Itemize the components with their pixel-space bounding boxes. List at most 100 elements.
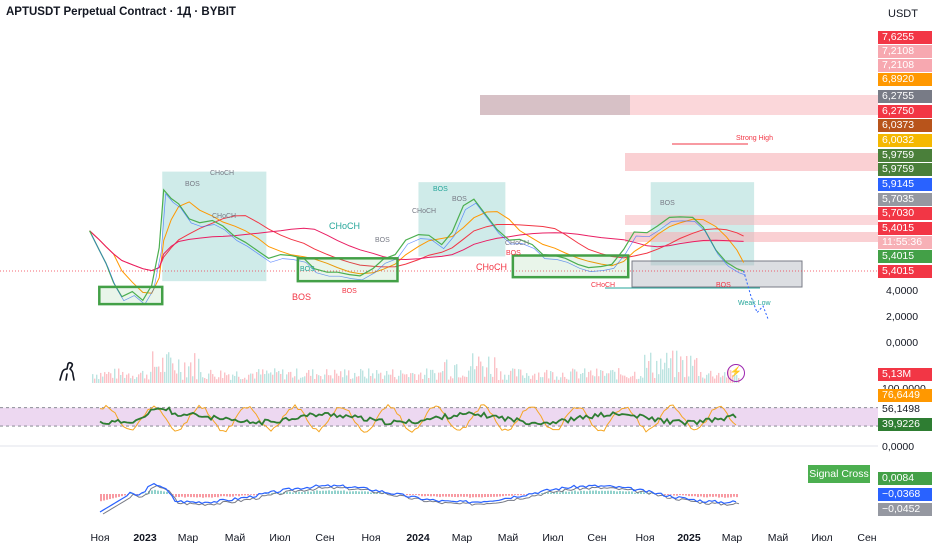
volume-bar (212, 374, 214, 383)
volume-bar (260, 374, 262, 383)
price-tag[interactable]: 5,9145 (878, 178, 932, 191)
histogram-bar (664, 494, 666, 495)
volume-bar (350, 378, 352, 383)
price-tag[interactable]: 5,7035 (878, 193, 932, 206)
histogram-bar (565, 491, 567, 494)
price-tag[interactable]: 6,0373 (878, 119, 932, 132)
volume-bar (540, 377, 542, 383)
histogram-bar (331, 491, 333, 494)
histogram-bar (475, 494, 477, 498)
histogram-bar (349, 491, 351, 494)
volume-bar (554, 379, 556, 383)
macd-tag[interactable]: −0,0452 (878, 503, 932, 516)
volume-tag[interactable]: 5,13M (878, 368, 932, 381)
price-tag[interactable]: 6,2750 (878, 105, 932, 118)
supply-zone (625, 153, 878, 171)
chart-background (0, 0, 878, 550)
oscillator-tag[interactable]: 39,9226 (878, 418, 932, 431)
histogram-bar (685, 494, 687, 496)
volume-bar (314, 378, 316, 383)
price-tag[interactable]: 11:55:36 (878, 236, 932, 249)
volume-bar (128, 373, 130, 383)
histogram-bar (409, 494, 411, 496)
volume-bar (584, 368, 586, 383)
volume-bar (226, 375, 228, 383)
price-tag[interactable]: 5,4015 (878, 265, 932, 278)
histogram-bar (295, 491, 297, 494)
histogram-bar (511, 494, 513, 496)
price-tag[interactable]: 6,8920 (878, 73, 932, 86)
volume-bar (202, 377, 204, 383)
premium-zones (0, 0, 878, 550)
volume-bar (222, 378, 224, 383)
volume-bar (596, 368, 598, 383)
volume-bar (262, 369, 264, 383)
macd-tag[interactable]: 0,0084 (878, 472, 932, 485)
histogram-bar (550, 492, 552, 494)
volume-bar (334, 369, 336, 383)
histogram-bar (730, 494, 732, 498)
alert-icon[interactable]: ⚡ (727, 364, 745, 382)
volume-bar (410, 373, 412, 383)
volume-bar (648, 361, 650, 383)
volume-bar (592, 375, 594, 383)
volume-bar (632, 375, 634, 383)
histogram-bar (595, 490, 597, 494)
histogram-bar (205, 494, 207, 498)
volume-bar (538, 372, 540, 383)
volume-bar (228, 374, 230, 383)
order-block (296, 257, 399, 283)
time-axis-label: Май (224, 532, 246, 544)
price-tag[interactable]: 6,2755 (878, 90, 932, 103)
histogram-bar (580, 490, 582, 494)
volume-bar (558, 379, 560, 383)
price-tag[interactable]: 7,6255 (878, 31, 932, 44)
price-tag[interactable]: 7,2108 (878, 45, 932, 58)
price-tag[interactable]: 5,9759 (878, 149, 932, 162)
volume-bar (378, 373, 380, 383)
volume-bar (564, 376, 566, 383)
oscillator-tag[interactable]: 0,0000 (878, 441, 932, 454)
price-tag[interactable]: 6,0032 (878, 134, 932, 147)
volume-bar (634, 371, 636, 383)
histogram-bar (691, 494, 693, 497)
volume-bar (620, 374, 622, 383)
volume-bar (644, 354, 646, 383)
structure-label: CHoCH (505, 240, 530, 247)
volume-bar (236, 371, 238, 383)
order-block (511, 254, 630, 279)
volume-bar (684, 377, 686, 383)
volume-bar (200, 372, 202, 383)
volume-bar (678, 372, 680, 383)
oscillator-tag[interactable]: 56,1498 (878, 403, 932, 416)
histogram-bar (118, 494, 120, 497)
volume-bar (356, 376, 358, 383)
histogram-bar (634, 492, 636, 494)
currency-label[interactable]: USDT (888, 8, 918, 20)
price-tag[interactable]: 5,4015 (878, 222, 932, 235)
volume-bar (526, 373, 528, 383)
price-tag[interactable]: 5,4015 (878, 250, 932, 263)
price-tag[interactable]: 5,9759 (878, 163, 932, 176)
volume-bar (696, 358, 698, 383)
oscillator-tag[interactable]: 76,6449 (878, 389, 932, 402)
price-tag[interactable]: 7,2108 (878, 59, 932, 72)
volume-bar (384, 375, 386, 383)
volume-bar (486, 367, 488, 383)
histogram-bar (652, 493, 654, 494)
volume-bar (570, 371, 572, 383)
macd-tag[interactable]: −0,0368 (878, 488, 932, 501)
histogram-bar (184, 494, 186, 498)
histogram-bar (436, 494, 438, 497)
volume-bar (716, 375, 718, 383)
histogram-bar (202, 494, 204, 498)
histogram-bar (172, 494, 174, 495)
supply-zone (625, 232, 878, 242)
time-axis-label: Сен (587, 532, 607, 544)
premium-zone (418, 182, 506, 257)
volume-bar (252, 373, 254, 383)
volume-bar (386, 370, 388, 383)
price-tag[interactable]: 5,7030 (878, 207, 932, 220)
volume-bar (342, 377, 344, 383)
volume-bar (552, 372, 554, 383)
